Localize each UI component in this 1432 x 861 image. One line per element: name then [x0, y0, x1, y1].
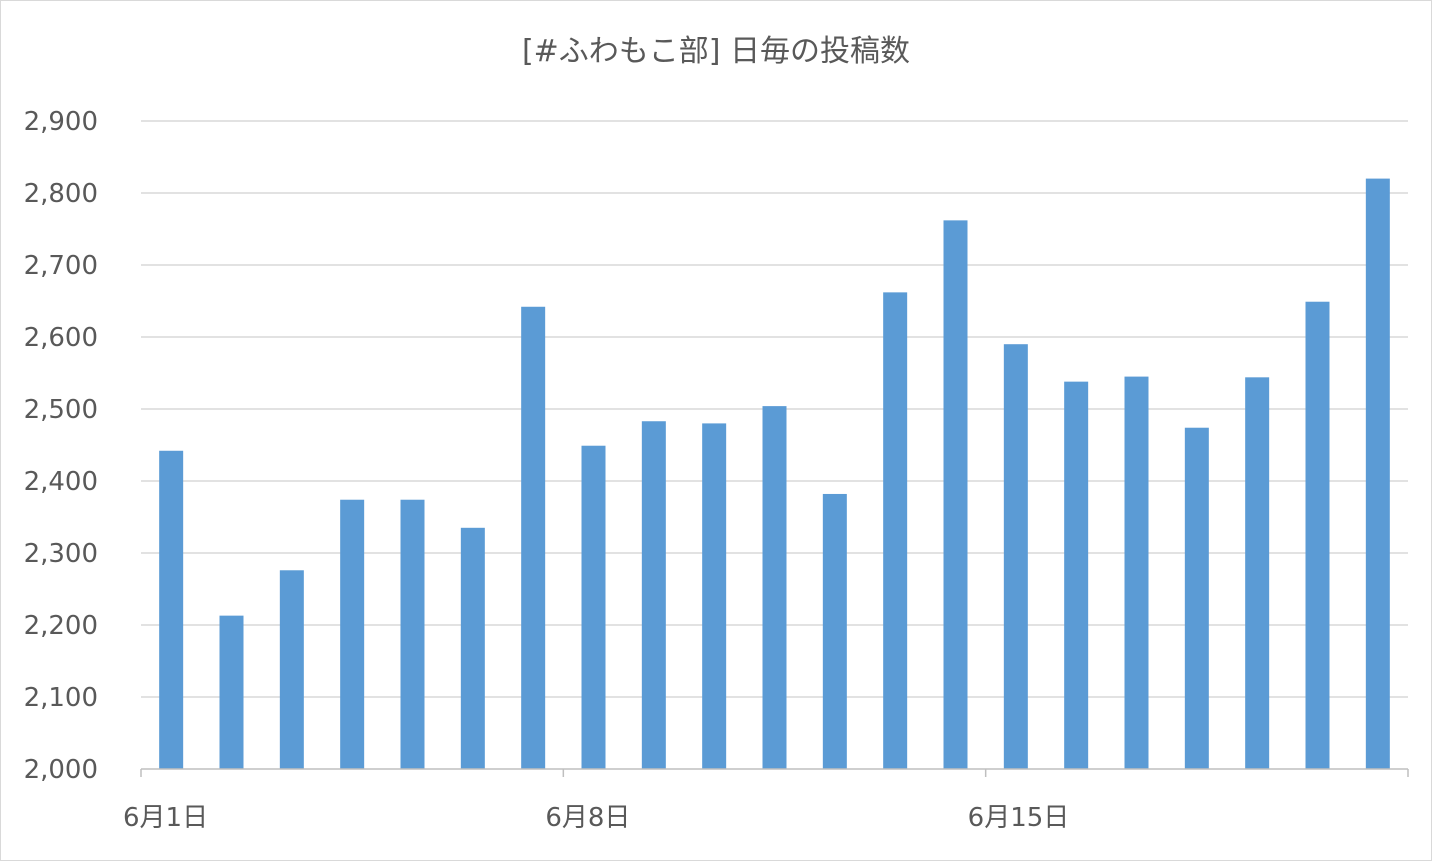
x-axis-tick-labels: 6月1日 6月8日 6月15日 [123, 803, 1069, 833]
bar-6月4日 [340, 499, 365, 769]
bar-6月5日 [400, 499, 425, 769]
x-tick-label: 6月15日 [968, 803, 1070, 833]
y-tick-label: 2,500 [24, 395, 98, 425]
y-tick-label: 2,300 [24, 539, 98, 569]
y-tick-label: 2,000 [24, 755, 98, 785]
bar-6月1日 [159, 450, 184, 769]
x-tick-label: 6月8日 [545, 803, 630, 833]
y-tick-label: 2,100 [24, 683, 98, 713]
y-tick-label: 2,400 [24, 467, 98, 497]
y-axis-tick-labels: 2,000 2,100 2,200 2,300 2,400 2,500 2,600 2,700… [24, 107, 98, 785]
bar-6月10日 [702, 423, 727, 769]
y-tick-label: 2,600 [24, 323, 98, 353]
bar-6月3日 [279, 570, 304, 769]
y-tick-label: 2,800 [24, 179, 98, 209]
bar-6月7日 [521, 306, 546, 769]
bar-6月6日 [460, 527, 485, 769]
bar-6月17日 [1124, 376, 1149, 769]
bar-6月19日 [1245, 377, 1270, 769]
bar-6月13日 [883, 292, 908, 769]
bar-6月15日 [1003, 344, 1028, 769]
bar-6月11日 [762, 406, 787, 769]
bar-6月2日 [219, 615, 244, 769]
bars [159, 178, 1390, 770]
bar-6月12日 [822, 493, 847, 769]
bar-6月14日 [943, 220, 968, 770]
y-tick-label: 2,200 [24, 611, 98, 641]
bar-6月9日 [641, 421, 666, 769]
y-tick-label: 2,700 [24, 251, 98, 281]
bar-6月21日 [1365, 178, 1390, 770]
x-tick-label: 6月1日 [123, 803, 208, 833]
bar-6月16日 [1064, 381, 1089, 769]
bar-6月18日 [1184, 427, 1209, 769]
bar-6月20日 [1305, 301, 1330, 769]
chart-title: [#ふわもこ部] 日毎の投稿数 [522, 34, 910, 69]
y-tick-label: 2,900 [24, 107, 98, 137]
x-axis [140, 768, 1409, 777]
bar-6月8日 [581, 445, 606, 769]
